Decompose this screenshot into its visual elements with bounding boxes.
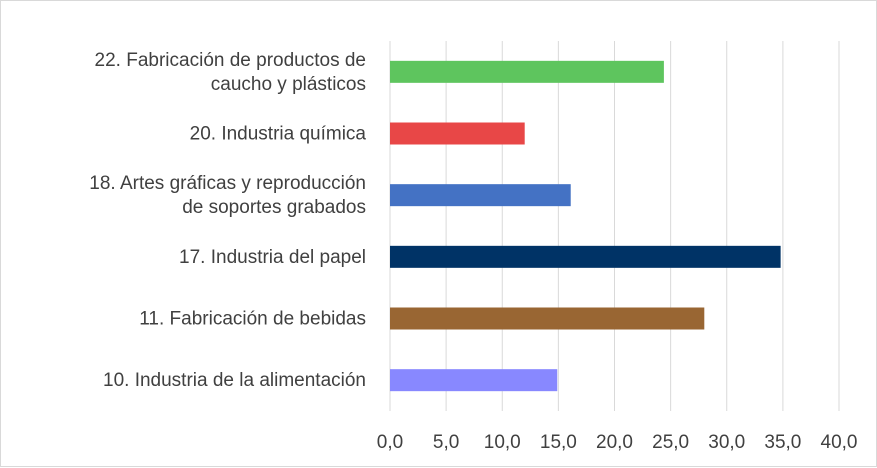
category-label: 17. Industria del papel <box>179 247 366 268</box>
x-tick-label: 5,0 <box>433 432 459 453</box>
bar <box>390 122 525 145</box>
bar <box>390 245 781 268</box>
x-tick-label: 35,0 <box>764 432 801 453</box>
x-tick-label: 20,0 <box>596 432 633 453</box>
category-label: 22. Fabricación de productos de <box>95 50 366 71</box>
x-tick-label: 0,0 <box>377 432 403 453</box>
category-label: de soportes grabados <box>182 197 366 218</box>
category-label: 20. Industria química <box>190 124 367 145</box>
bar <box>390 307 705 330</box>
category-label: 18. Artes gráficas y reproducción <box>89 173 366 194</box>
category-label: 11. Fabricación de bebidas <box>139 309 366 330</box>
x-tick-label: 10,0 <box>484 432 521 453</box>
x-tick-label: 25,0 <box>652 432 689 453</box>
bar <box>390 60 664 83</box>
bar <box>390 369 558 392</box>
bar <box>390 184 571 207</box>
x-tick-label: 15,0 <box>540 432 577 453</box>
x-tick-label: 30,0 <box>708 432 745 453</box>
category-label: 10. Industria de la alimentación <box>103 370 366 391</box>
category-label: caucho y plásticos <box>211 74 366 95</box>
x-tick-label: 40,0 <box>821 432 858 453</box>
